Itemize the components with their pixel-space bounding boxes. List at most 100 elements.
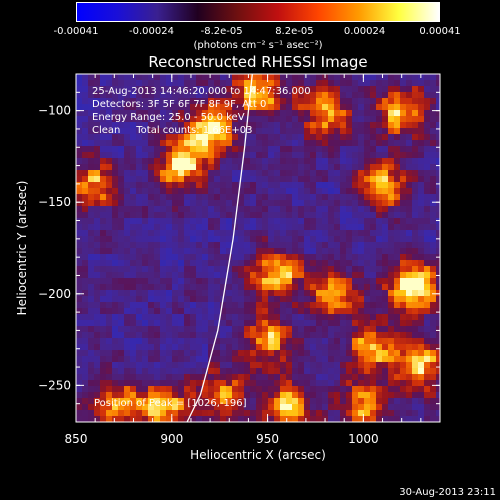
heatmap-cell bbox=[238, 74, 244, 80]
heatmap-cell bbox=[214, 122, 220, 128]
heatmap-cell bbox=[112, 104, 118, 110]
heatmap-cell bbox=[388, 326, 394, 332]
heatmap-cell bbox=[358, 170, 364, 176]
heatmap-cell bbox=[358, 278, 364, 284]
heatmap-cell bbox=[400, 356, 406, 362]
heatmap-cell bbox=[394, 80, 400, 86]
heatmap-cell bbox=[124, 236, 130, 242]
heatmap-cell bbox=[400, 332, 406, 338]
heatmap-cell bbox=[400, 122, 406, 128]
heatmap-cell bbox=[238, 380, 244, 386]
heatmap-cell bbox=[82, 272, 88, 278]
heatmap-cell bbox=[202, 110, 208, 116]
heatmap-cell bbox=[370, 164, 376, 170]
heatmap-cell bbox=[94, 236, 100, 242]
heatmap-cell bbox=[394, 386, 400, 392]
heatmap-cell bbox=[160, 218, 166, 224]
heatmap-cell bbox=[328, 194, 334, 200]
heatmap-cell bbox=[328, 350, 334, 356]
heatmap-cell bbox=[340, 374, 346, 380]
heatmap-cell bbox=[112, 248, 118, 254]
heatmap-cell bbox=[214, 380, 220, 386]
heatmap-cell bbox=[172, 362, 178, 368]
heatmap-cell bbox=[220, 314, 226, 320]
heatmap-cell bbox=[418, 188, 424, 194]
heatmap-cell bbox=[328, 296, 334, 302]
heatmap-cell bbox=[190, 308, 196, 314]
heatmap-cell bbox=[130, 320, 136, 326]
heatmap-cell bbox=[346, 152, 352, 158]
heatmap-cell bbox=[268, 140, 274, 146]
heatmap-cell bbox=[268, 206, 274, 212]
heatmap-cell bbox=[358, 338, 364, 344]
heatmap-cell bbox=[394, 98, 400, 104]
heatmap-cell bbox=[76, 416, 82, 422]
heatmap-cell bbox=[436, 134, 440, 140]
heatmap-cell bbox=[76, 350, 82, 356]
heatmap-cell bbox=[364, 176, 370, 182]
heatmap-cell bbox=[244, 272, 250, 278]
heatmap-cell bbox=[124, 194, 130, 200]
heatmap-cell bbox=[154, 140, 160, 146]
heatmap-cell bbox=[178, 134, 184, 140]
heatmap-cell bbox=[400, 74, 406, 80]
heatmap-cell bbox=[76, 176, 82, 182]
heatmap-cell bbox=[184, 182, 190, 188]
heatmap-cell bbox=[166, 182, 172, 188]
heatmap-cell bbox=[112, 140, 118, 146]
heatmap-cell bbox=[304, 386, 310, 392]
heatmap-cell bbox=[358, 254, 364, 260]
heatmap-cell bbox=[232, 200, 238, 206]
heatmap-cell bbox=[238, 374, 244, 380]
heatmap-cell bbox=[190, 272, 196, 278]
heatmap-cell bbox=[310, 122, 316, 128]
heatmap-cell bbox=[220, 302, 226, 308]
heatmap-cell bbox=[154, 116, 160, 122]
heatmap-cell bbox=[166, 92, 172, 98]
heatmap-cell bbox=[214, 152, 220, 158]
heatmap-cell bbox=[382, 314, 388, 320]
heatmap-cell bbox=[352, 398, 358, 404]
heatmap-cell bbox=[190, 170, 196, 176]
heatmap-cell bbox=[436, 188, 440, 194]
heatmap-cell bbox=[130, 134, 136, 140]
heatmap-cell bbox=[286, 296, 292, 302]
heatmap-cell bbox=[376, 188, 382, 194]
heatmap-cell bbox=[352, 266, 358, 272]
heatmap-cell bbox=[370, 356, 376, 362]
heatmap-cell bbox=[382, 116, 388, 122]
heatmap-cell bbox=[238, 98, 244, 104]
heatmap-cell bbox=[292, 140, 298, 146]
heatmap-cell bbox=[202, 170, 208, 176]
heatmap-cell bbox=[412, 302, 418, 308]
heatmap-cell bbox=[136, 320, 142, 326]
heatmap-cell bbox=[82, 200, 88, 206]
heatmap-cell bbox=[202, 284, 208, 290]
heatmap-cell bbox=[214, 314, 220, 320]
heatmap-cell bbox=[178, 170, 184, 176]
heatmap-cell bbox=[154, 386, 160, 392]
heatmap-cell bbox=[250, 200, 256, 206]
heatmap-cell bbox=[232, 338, 238, 344]
heatmap-cell bbox=[400, 392, 406, 398]
heatmap-cell bbox=[406, 146, 412, 152]
heatmap-cell bbox=[244, 302, 250, 308]
heatmap-cell bbox=[394, 104, 400, 110]
heatmap-cell bbox=[424, 218, 430, 224]
heatmap-cell bbox=[214, 80, 220, 86]
heatmap-cell bbox=[112, 188, 118, 194]
heatmap-cell bbox=[106, 86, 112, 92]
heatmap-cell bbox=[334, 380, 340, 386]
heatmap-cell bbox=[418, 266, 424, 272]
heatmap-cell bbox=[226, 320, 232, 326]
heatmap-cell bbox=[328, 128, 334, 134]
heatmap-cell bbox=[340, 410, 346, 416]
heatmap-cell bbox=[208, 236, 214, 242]
heatmap-cell bbox=[178, 74, 184, 80]
heatmap-cell bbox=[172, 308, 178, 314]
heatmap-cell bbox=[166, 152, 172, 158]
heatmap-cell bbox=[298, 104, 304, 110]
heatmap-cell bbox=[322, 182, 328, 188]
heatmap-cell bbox=[202, 230, 208, 236]
heatmap-cell bbox=[346, 104, 352, 110]
